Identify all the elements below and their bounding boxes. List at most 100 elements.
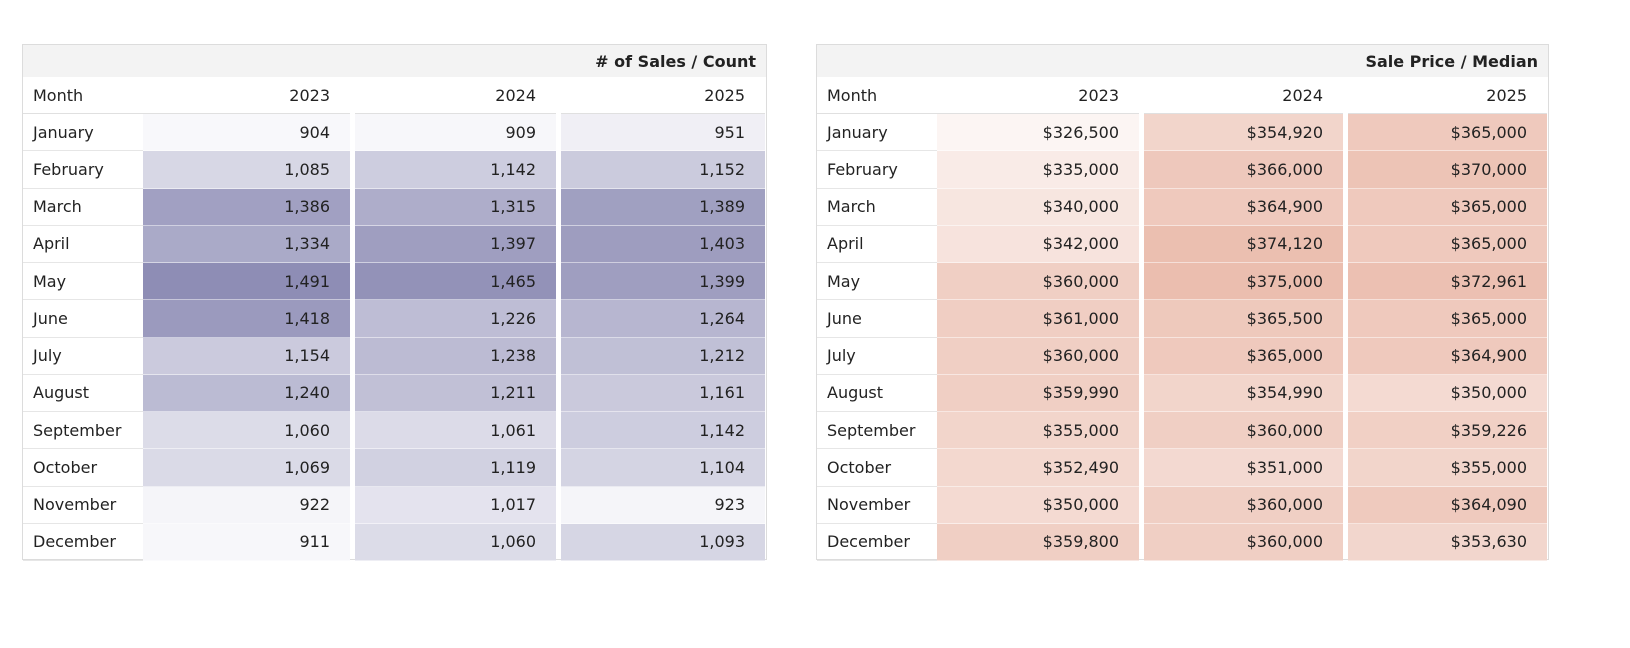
- value-cell: $359,800: [937, 523, 1139, 561]
- value-cell: 1,315: [355, 188, 556, 226]
- value-cell: $354,990: [1144, 374, 1343, 412]
- value-cell: 922: [143, 486, 350, 524]
- value-cell: 1,386: [143, 188, 350, 226]
- value-cell: 909: [355, 114, 556, 152]
- value-cell: $354,920: [1144, 114, 1343, 152]
- value-cell: 1,060: [143, 412, 350, 450]
- value-cell: $365,000: [1348, 300, 1547, 338]
- value-cell: $364,900: [1348, 337, 1547, 375]
- value-cell: 1,389: [561, 188, 765, 226]
- value-cell: 1,152: [561, 151, 765, 189]
- value-cell: $351,000: [1144, 449, 1343, 487]
- month-cell: September: [23, 412, 143, 450]
- value-cell: $353,630: [1348, 523, 1547, 561]
- column-header: Month: [817, 77, 937, 114]
- month-cell: March: [23, 189, 143, 226]
- value-cell: $360,000: [1144, 523, 1343, 561]
- value-cell: 1,085: [143, 151, 350, 189]
- value-cell: 1,403: [561, 225, 765, 263]
- month-cell: March: [817, 189, 937, 226]
- month-cell: May: [817, 263, 937, 301]
- value-cell: $340,000: [937, 188, 1139, 226]
- month-cell: February: [817, 151, 937, 189]
- month-cell: October: [817, 449, 937, 487]
- table-title: Sale Price / Median: [817, 45, 1548, 77]
- column-header: 2025: [561, 77, 765, 114]
- value-cell: $364,900: [1144, 188, 1343, 226]
- month-cell: July: [23, 338, 143, 375]
- column-header: Month: [23, 77, 143, 114]
- month-cell: November: [817, 487, 937, 524]
- value-cell: 923: [561, 486, 765, 524]
- month-cell: December: [23, 524, 143, 561]
- value-cell: 1,017: [355, 486, 556, 524]
- value-cell: $359,226: [1348, 412, 1547, 450]
- value-cell: 1,334: [143, 225, 350, 263]
- value-cell: 1,093: [561, 523, 765, 561]
- value-cell: 1,418: [143, 300, 350, 338]
- sales-count-table: # of Sales / Count Month 2023 2024 2025 Janua…: [22, 44, 767, 561]
- value-cell: 1,061: [355, 412, 556, 450]
- value-cell: $359,990: [937, 374, 1139, 412]
- value-cell: $355,000: [1348, 449, 1547, 487]
- column-header: 2023: [937, 77, 1139, 114]
- month-cell: February: [23, 151, 143, 189]
- value-cell: 1,142: [561, 412, 765, 450]
- month-cell: August: [817, 375, 937, 412]
- month-cell: August: [23, 375, 143, 412]
- value-cell: 1,142: [355, 151, 556, 189]
- value-cell: 1,060: [355, 523, 556, 561]
- value-cell: $365,000: [1348, 225, 1547, 263]
- column-header: 2025: [1348, 77, 1547, 114]
- value-cell: 1,399: [561, 263, 765, 301]
- month-cell: October: [23, 449, 143, 487]
- month-cell: July: [817, 338, 937, 375]
- value-cell: 1,397: [355, 225, 556, 263]
- value-cell: 1,212: [561, 337, 765, 375]
- value-cell: 1,240: [143, 374, 350, 412]
- column-header: 2023: [143, 77, 350, 114]
- value-cell: $372,961: [1348, 263, 1547, 301]
- value-cell: 1,104: [561, 449, 765, 487]
- value-cell: $365,000: [1348, 114, 1547, 152]
- column-header: 2024: [355, 77, 556, 114]
- value-cell: 904: [143, 114, 350, 152]
- value-cell: 1,264: [561, 300, 765, 338]
- value-cell: $374,120: [1144, 225, 1343, 263]
- sale-price-table: Sale Price / Median Month 2023 2024 2025 Janu…: [816, 44, 1549, 561]
- month-cell: January: [23, 114, 143, 152]
- month-cell: December: [817, 524, 937, 561]
- value-cell: $352,490: [937, 449, 1139, 487]
- value-cell: $360,000: [937, 337, 1139, 375]
- value-cell: 1,161: [561, 374, 765, 412]
- value-cell: 1,119: [355, 449, 556, 487]
- value-cell: 1,238: [355, 337, 556, 375]
- month-cell: April: [817, 226, 937, 263]
- value-cell: 1,491: [143, 263, 350, 301]
- value-cell: $326,500: [937, 114, 1139, 152]
- value-cell: $355,000: [937, 412, 1139, 450]
- value-cell: $365,000: [1144, 337, 1343, 375]
- value-cell: $364,090: [1348, 486, 1547, 524]
- value-cell: 1,211: [355, 374, 556, 412]
- month-cell: January: [817, 114, 937, 152]
- column-header: 2024: [1144, 77, 1343, 114]
- table-title: # of Sales / Count: [23, 45, 766, 77]
- value-cell: 1,226: [355, 300, 556, 338]
- value-cell: $366,000: [1144, 151, 1343, 189]
- value-cell: $361,000: [937, 300, 1139, 338]
- value-cell: $360,000: [1144, 412, 1343, 450]
- value-cell: $360,000: [937, 263, 1139, 301]
- value-cell: $365,500: [1144, 300, 1343, 338]
- value-cell: 951: [561, 114, 765, 152]
- value-cell: $375,000: [1144, 263, 1343, 301]
- value-cell: $350,000: [937, 486, 1139, 524]
- value-cell: 911: [143, 523, 350, 561]
- value-cell: $342,000: [937, 225, 1139, 263]
- value-cell: 1,154: [143, 337, 350, 375]
- value-cell: $360,000: [1144, 486, 1343, 524]
- month-cell: September: [817, 412, 937, 450]
- month-cell: May: [23, 263, 143, 301]
- value-cell: $350,000: [1348, 374, 1547, 412]
